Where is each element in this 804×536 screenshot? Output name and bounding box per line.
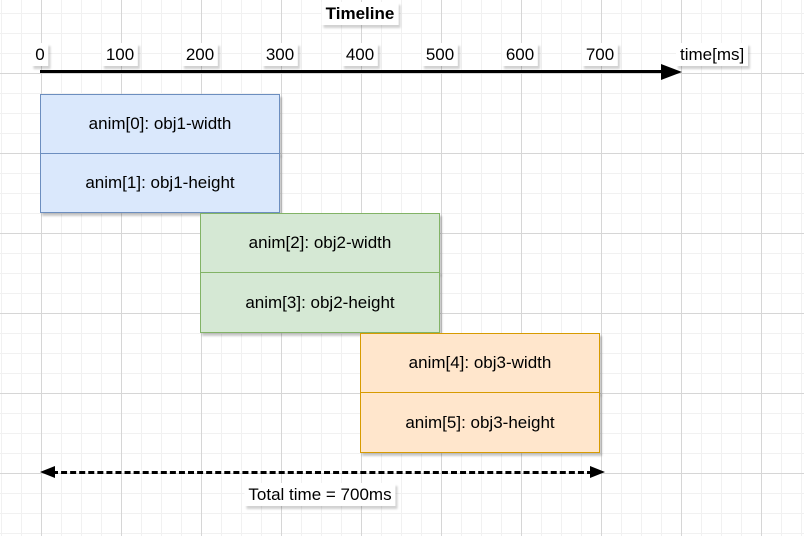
total-time-arrow-right-icon: [590, 466, 605, 478]
timeline-bar-anim1: anim[1]: obj1-height: [40, 153, 280, 213]
axis-line: [40, 70, 666, 73]
timeline-bar-anim0: anim[0]: obj1-width: [40, 94, 280, 154]
timeline-bar-anim4: anim[4]: obj3-width: [360, 333, 600, 393]
axis-tick-700: 700: [581, 43, 619, 66]
total-time-label: Total time = 700ms: [244, 483, 396, 506]
axis-tick-0: 0: [31, 43, 49, 66]
bar-label: anim[3]: obj2-height: [245, 292, 395, 312]
bar-label: anim[0]: obj1-width: [88, 114, 232, 133]
axis-tick-400: 400: [341, 43, 379, 66]
axis-arrow-icon: [661, 64, 682, 80]
timeline-bar-anim5: anim[5]: obj3-height: [360, 392, 600, 453]
total-time-dashed-line: [52, 471, 593, 474]
axis-tick-500: 500: [421, 43, 459, 66]
bar-label: anim[2]: obj2-width: [248, 233, 392, 252]
bar-label: anim[1]: obj1-height: [85, 173, 235, 192]
diagram-title: Timeline: [321, 2, 399, 25]
axis-tick-100: 100: [101, 43, 139, 66]
bar-label: anim[5]: obj3-height: [405, 412, 555, 432]
axis-tick-200: 200: [181, 43, 219, 66]
bar-label: anim[4]: obj3-width: [408, 353, 552, 372]
axis-tick-600: 600: [501, 43, 539, 66]
axis-tick-300: 300: [261, 43, 299, 66]
total-time-arrow-left-icon: [40, 466, 55, 478]
timeline-bar-anim2: anim[2]: obj2-width: [200, 213, 440, 273]
timeline-bar-anim3: anim[3]: obj2-height: [200, 272, 440, 333]
axis-unit-label: time[ms]: [676, 43, 749, 66]
